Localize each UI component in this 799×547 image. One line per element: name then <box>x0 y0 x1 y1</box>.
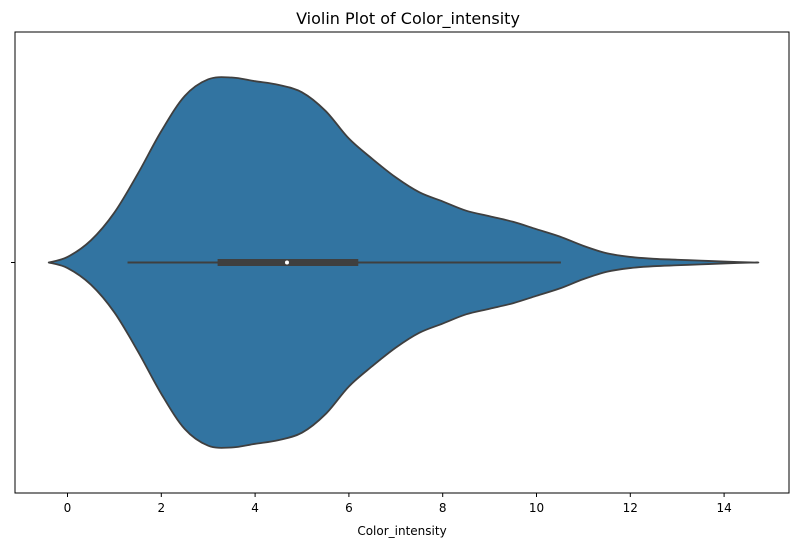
x-tick-label: 0 <box>64 501 72 515</box>
x-axis-label: Color_intensity <box>357 524 446 538</box>
median-marker <box>284 260 289 265</box>
x-tick-label: 6 <box>345 501 353 515</box>
x-tick-label: 8 <box>439 501 447 515</box>
x-tick-label: 4 <box>251 501 259 515</box>
x-tick-label: 12 <box>623 501 638 515</box>
x-tick-label: 2 <box>157 501 165 515</box>
chart-title: Violin Plot of Color_intensity <box>296 9 520 29</box>
x-tick-label: 10 <box>529 501 544 515</box>
x-tick-label: 14 <box>716 501 731 515</box>
